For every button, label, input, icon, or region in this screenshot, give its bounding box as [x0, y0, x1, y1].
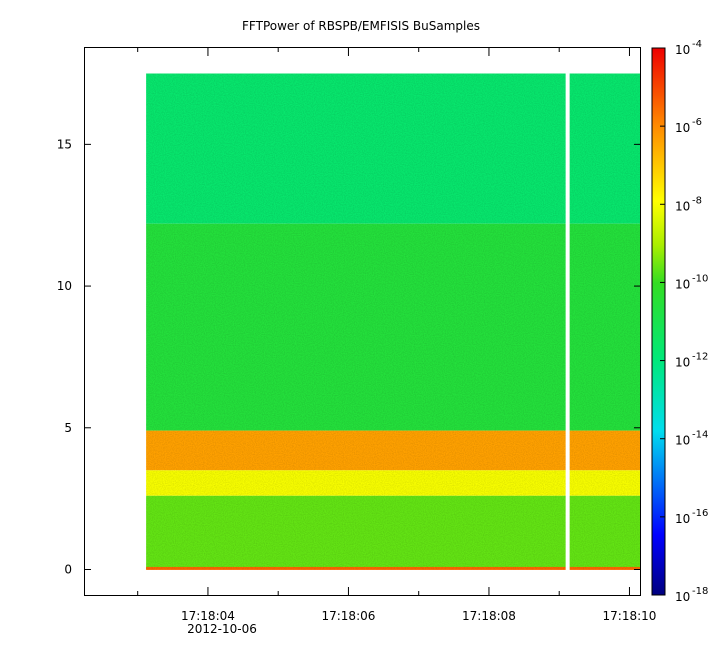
x-tick-label: 17:18:08	[462, 609, 516, 623]
colorbar-tick-label: 10	[675, 356, 690, 370]
colorbar-tick-label: 10	[675, 199, 690, 213]
x-tick-label: 17:18:06	[321, 609, 375, 623]
x-date-label: 2012-10-06	[187, 622, 257, 636]
colorbar-tick-exponent: -16	[692, 508, 708, 519]
colorbar-tick-label: 10	[675, 512, 690, 526]
colorbar-tick-label: 10	[675, 277, 690, 291]
colorbar-tick-label: 10	[675, 434, 690, 448]
colorbar-tick-exponent: -8	[692, 195, 702, 206]
colorbar-tick-label: 10	[675, 121, 690, 135]
colorbar-gradient	[651, 47, 666, 596]
data-gap	[565, 73, 570, 572]
colorbar-tick-exponent: -12	[692, 352, 708, 363]
colorbar-tick-label: 10	[675, 43, 690, 57]
y-tick-label: 5	[64, 421, 72, 435]
y-tick-label: 15	[57, 137, 72, 151]
chart-title: FFTPower of RBSPB/EMFISIS BuSamples	[242, 19, 480, 33]
plot-area	[84, 47, 641, 596]
y-axis: 0 5 10 15	[57, 137, 640, 576]
y-tick-label: 0	[64, 562, 72, 576]
colorbar-tick-exponent: -6	[692, 117, 702, 128]
spectrogram-noise-texture	[146, 73, 641, 570]
x-axis: 17:18:04 17:18:06 17:18:08 17:18:10	[137, 48, 657, 623]
colorbar-tick-exponent: -14	[692, 430, 708, 441]
colorbar-tick-exponent: -10	[692, 273, 708, 284]
y-tick-label: 10	[57, 279, 72, 293]
x-tick-label: 17:18:10	[603, 609, 657, 623]
x-tick-label: 17:18:04	[181, 609, 235, 623]
colorbar-tick-label: 10	[675, 590, 690, 604]
colorbar-tick-exponent: -4	[692, 39, 702, 50]
colorbar-tick-exponent: -18	[692, 586, 708, 597]
